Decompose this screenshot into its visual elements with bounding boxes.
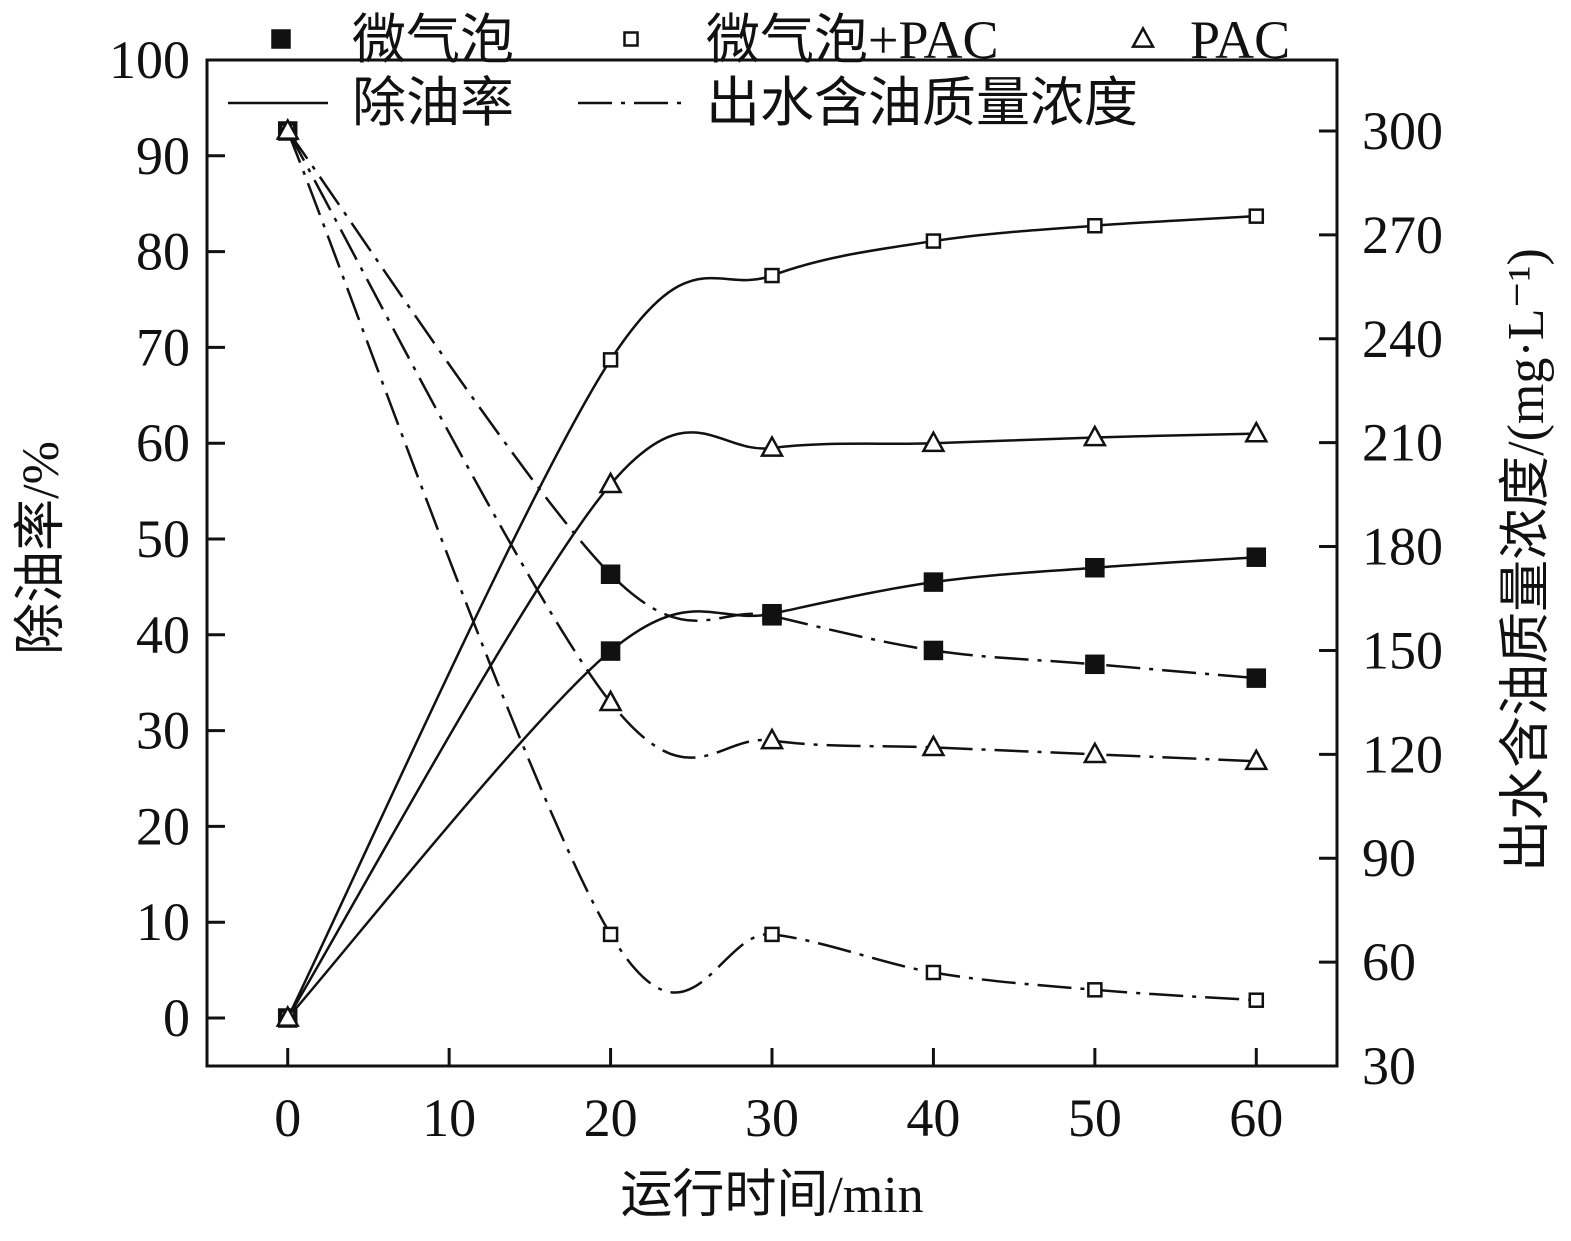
y-left-tick-label: 60: [136, 413, 190, 473]
legend-marker-0: [271, 29, 291, 49]
effluent-oil-microbubble-pac-point: [764, 926, 780, 943]
y-left-tick-label: 10: [136, 892, 190, 952]
y-left-tick-label: 70: [136, 317, 190, 377]
removal-rate-pac-point: [1244, 420, 1269, 443]
legend-label-1: 微气泡+PAC: [706, 10, 999, 70]
y-left-tick-label: 90: [136, 126, 190, 186]
effluent-oil-microbubble-point: [762, 606, 782, 626]
removal-rate-microbubble-pac-point: [1248, 208, 1265, 224]
removal-rate-microbubble-point: [1246, 547, 1267, 567]
removal-rate-microbubble-pac-point: [925, 233, 942, 249]
y-right-tick-label: 120: [1362, 724, 1443, 784]
removal-rate-pac-point: [759, 434, 785, 457]
x-axis-title: 运行时间/min: [620, 1167, 923, 1224]
effluent-oil-microbubble-pac-point: [1087, 982, 1103, 998]
x-tick-label: 20: [584, 1088, 638, 1148]
effluent-oil-microbubble-point: [1085, 654, 1105, 675]
legend-marker-2: [1130, 25, 1156, 48]
effluent-oil-pac-point: [759, 727, 785, 750]
x-tick-label: 40: [906, 1088, 960, 1148]
effluent-oil-microbubble-point: [923, 640, 944, 661]
y-right-tick-label: 180: [1362, 517, 1443, 577]
legend-label-0: 微气泡: [352, 10, 514, 70]
effluent-oil-pac-point: [1244, 748, 1269, 771]
y-left-tick-label: 20: [136, 796, 190, 856]
removal-rate-microbubble-line: [286, 555, 1257, 1019]
y-right-tick-label: 90: [1362, 828, 1416, 888]
effluent-oil-microbubble-pac-point: [602, 926, 619, 943]
y-right-tick-label: 150: [1362, 620, 1443, 680]
y-left-tick-label: 40: [136, 605, 190, 665]
y-right-tick-label: 240: [1362, 309, 1443, 369]
removal-rate-microbubble-point: [600, 641, 621, 661]
removal-rate-microbubble-point: [1085, 557, 1105, 578]
removal-rate-microbubble-pac-point: [764, 267, 780, 284]
y-right-tick-label: 270: [1362, 205, 1443, 265]
effluent-oil-microbubble-point: [600, 564, 621, 585]
y-left-tick-label: 100: [109, 30, 190, 90]
x-tick-label: 60: [1229, 1088, 1283, 1148]
legend-label-2: PAC: [1190, 10, 1290, 70]
effluent-oil-pac-point: [275, 117, 300, 140]
removal-rate-pac-point: [275, 1004, 300, 1027]
y-right-tick-label: 60: [1362, 932, 1416, 992]
legend-marker-1: [623, 31, 639, 47]
effluent-oil-microbubble-pac-point: [925, 964, 942, 981]
legend-line-label-1: 出水含油质量浓度: [706, 73, 1138, 133]
y-right-tick-label: 30: [1362, 1036, 1416, 1096]
x-tick-label: 50: [1068, 1088, 1122, 1148]
y-left-tick-label: 80: [136, 222, 190, 282]
x-tick-label: 30: [745, 1088, 799, 1148]
effluent-oil-pac-point: [1082, 741, 1107, 764]
y-right-axis-title: 出水含油质量浓度/(mg·L⁻¹): [1498, 248, 1555, 872]
y-right-tick-label: 300: [1362, 101, 1443, 161]
x-tick-label: 10: [422, 1088, 476, 1148]
effluent-oil-pac-point: [598, 689, 623, 712]
removal-rate-microbubble-pac-point: [602, 352, 619, 368]
y-left-tick-label: 50: [136, 509, 190, 569]
effluent-oil-microbubble-pac-point: [1248, 992, 1265, 1008]
removal-rate-pac-point: [598, 471, 623, 494]
y-left-tick-label: 30: [136, 701, 190, 761]
y-right-tick-label: 210: [1362, 413, 1443, 473]
removal-rate-microbubble-point: [923, 572, 944, 592]
y-left-axis-title: 除油率/%: [13, 441, 70, 655]
x-tick-label: 0: [274, 1088, 301, 1148]
effluent-oil-pac-point: [921, 734, 946, 757]
removal-rate-microbubble-pac-point: [1087, 217, 1103, 234]
legend-line-label-0: 除油率: [352, 73, 514, 133]
removal-rate-pac-point: [1082, 424, 1107, 447]
removal-rate-pac-point: [921, 430, 946, 453]
effluent-oil-microbubble-point: [1246, 668, 1267, 688]
y-left-tick-label: 0: [163, 988, 190, 1048]
